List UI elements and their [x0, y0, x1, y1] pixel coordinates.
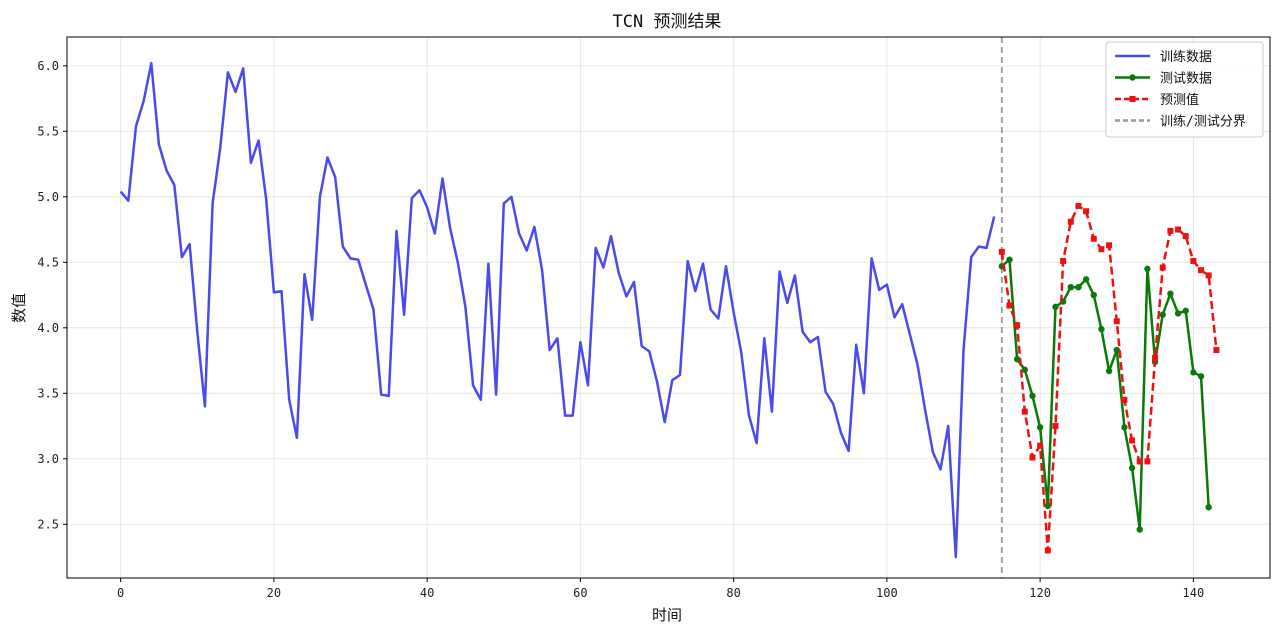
test-point [1113, 346, 1120, 354]
pred-point [998, 248, 1005, 255]
test-point [1090, 291, 1097, 299]
pred-point [1144, 458, 1151, 465]
series-line-test [1000, 258, 1210, 531]
x-axis: 0 20 40 60 80 100 120 140 [117, 578, 1204, 600]
pred-point [1029, 454, 1036, 461]
test-point [1082, 276, 1090, 283]
y-tick-label: 3.5 [37, 386, 59, 400]
test-point [1098, 325, 1105, 333]
chart-title: TCN 预测结果 [613, 12, 722, 32]
y-tick-label: 4.0 [37, 321, 59, 335]
test-point [1144, 265, 1151, 273]
pred-point [1014, 322, 1021, 329]
series-line-train [119, 61, 996, 559]
legend-label: 预测值 [1160, 92, 1199, 108]
test-point [1013, 356, 1021, 363]
y-tick-label: 5.5 [37, 124, 59, 138]
pred-point [1037, 442, 1044, 449]
y-tick-label: 3.0 [37, 452, 59, 466]
x-tick-label: 40 [420, 586, 434, 600]
pred-point [1213, 347, 1220, 354]
pred-point [1175, 226, 1182, 233]
pred-point [1090, 235, 1097, 242]
pred-point [1190, 257, 1197, 264]
test-point [1136, 526, 1143, 533]
grid [67, 37, 1270, 578]
test-point [1067, 283, 1074, 291]
legend-label: 训练数据 [1160, 50, 1212, 65]
pred-point [1021, 408, 1028, 415]
pred-point [1129, 437, 1136, 444]
test-point [1167, 290, 1174, 297]
pred-point [1067, 218, 1074, 225]
y-tick-label: 4.5 [37, 255, 59, 269]
pred-point [1136, 458, 1143, 465]
x-tick-label: 0 [117, 586, 124, 600]
test-point [1197, 373, 1205, 380]
pred-point [1167, 227, 1174, 234]
x-tick-label: 140 [1183, 586, 1205, 600]
x-tick-label: 80 [726, 586, 740, 600]
y-axis-label: 数值 [10, 293, 28, 323]
pred-point [1075, 202, 1082, 209]
legend-label: 训练/测试分界 [1160, 115, 1246, 130]
y-tick-label: 2.5 [37, 517, 59, 531]
series-line-pred [1000, 204, 1218, 552]
legend-marker [1129, 96, 1136, 102]
test-point [1052, 303, 1059, 311]
pred-point [1198, 267, 1205, 274]
x-axis-label: 时间 [652, 606, 682, 624]
pred-point [1106, 242, 1113, 249]
pred-point [1083, 208, 1090, 215]
pred-point [1159, 264, 1166, 271]
test-point [1029, 392, 1036, 400]
test-point [1159, 311, 1166, 318]
test-point [1105, 367, 1113, 375]
plot-frame [66, 36, 1271, 579]
pred-point [1152, 354, 1159, 361]
test-point [1021, 366, 1029, 373]
pred-point [1060, 257, 1067, 264]
pred-point [1098, 246, 1105, 253]
y-tick-label: 5.0 [37, 190, 59, 204]
pred-point [1052, 423, 1059, 430]
test-point [1128, 464, 1136, 472]
test-point [1182, 307, 1189, 314]
plot-area [119, 37, 1220, 578]
test-point [1205, 504, 1212, 511]
y-tick-label: 6.0 [37, 59, 59, 73]
pred-point [1006, 302, 1013, 309]
pred-point [1113, 318, 1120, 325]
y-axis: 2.5 3.0 3.5 4.0 4.5 5.0 5.5 6.0 [37, 59, 67, 531]
x-tick-label: 100 [876, 586, 898, 600]
x-tick-label: 60 [573, 586, 587, 600]
test-point [1121, 424, 1128, 431]
legend-box [1105, 41, 1264, 138]
test-point [1006, 256, 1013, 263]
test-point [1036, 424, 1044, 431]
pred-point [1205, 272, 1212, 279]
test-point [1044, 502, 1051, 510]
legend-label: 测试数据 [1160, 72, 1212, 87]
legend-marker [1129, 74, 1136, 81]
test-point [1174, 310, 1182, 317]
x-tick-label: 120 [1029, 586, 1051, 600]
x-tick-label: 20 [267, 586, 281, 600]
test-point [1190, 369, 1197, 376]
pred-point [1182, 233, 1189, 240]
test-point [1075, 283, 1082, 291]
pred-point [1044, 547, 1051, 554]
pred-point [1121, 396, 1128, 403]
